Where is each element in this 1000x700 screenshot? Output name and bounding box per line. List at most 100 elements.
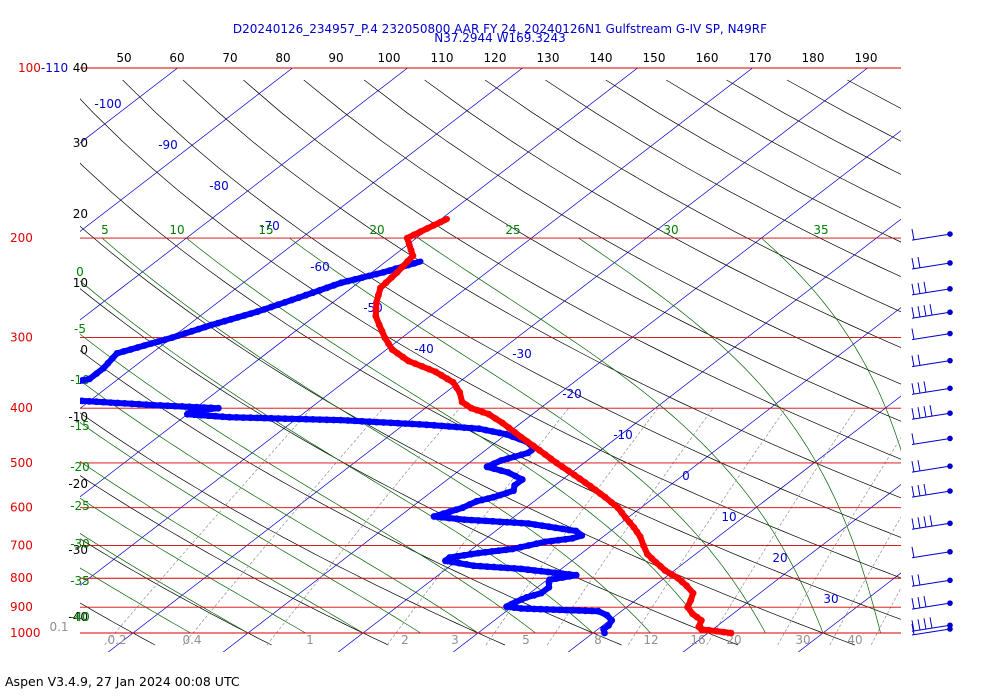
mixing-ratio-line xyxy=(182,407,384,646)
wind-barb-staff xyxy=(911,624,951,632)
dry-adiabat-line xyxy=(968,80,1000,645)
mixing-ratio-label: 0.1 xyxy=(49,620,68,634)
wind-barb-staff xyxy=(911,522,951,530)
temperature-point xyxy=(689,589,697,597)
dry-adiabat-label: -15 xyxy=(70,419,90,433)
top-scale-label: 120 xyxy=(484,51,507,65)
dewpoint-point xyxy=(473,498,480,505)
dewpoint-point xyxy=(475,425,483,433)
dewpoint-point xyxy=(386,267,393,274)
wind-barb-flag xyxy=(917,619,921,631)
dewpoint-point xyxy=(267,303,275,311)
temperature-point xyxy=(648,554,655,562)
dewpoint-point xyxy=(214,319,222,327)
dewpoint-point xyxy=(365,272,373,280)
dewpoint-point xyxy=(559,525,566,533)
dewpoint-point xyxy=(475,517,482,524)
wind-barb-staff xyxy=(911,387,951,395)
wind-barb-flag xyxy=(911,623,915,636)
mixing-ratio-line xyxy=(266,407,460,646)
wind-barb-flag xyxy=(917,306,921,318)
top-scale-label: 50 xyxy=(116,51,131,65)
wind-barb-staff xyxy=(911,628,951,636)
wind-barb-flag xyxy=(929,405,933,417)
temperature-point xyxy=(530,442,537,450)
dewpoint-point xyxy=(525,542,532,549)
dewpoint-point xyxy=(80,397,86,405)
mixing-ratio-label: 0.4 xyxy=(182,633,201,647)
pressure-label: 500 xyxy=(10,456,33,470)
dewpoint-point xyxy=(208,321,215,329)
temperature xyxy=(372,216,735,637)
dewpoint-point xyxy=(524,566,532,574)
dewpoint-point xyxy=(168,334,176,341)
dewpoint-point xyxy=(107,399,114,406)
dewpoint-point xyxy=(149,401,157,409)
dewpoint-point xyxy=(476,562,484,570)
temperature-point xyxy=(373,299,380,306)
dewpoint-point xyxy=(544,568,552,576)
dewpoint-point xyxy=(394,419,402,427)
dewpoint-point xyxy=(446,554,454,561)
dewpoint-point xyxy=(260,306,268,313)
wind-barb-flag xyxy=(923,483,927,496)
dewpoint-point xyxy=(482,517,490,525)
dewpoint-point xyxy=(401,420,409,427)
temperature-point xyxy=(684,603,691,611)
wind-barb-flag xyxy=(911,408,915,420)
temperature-point xyxy=(375,291,382,299)
dewpoint-point xyxy=(212,412,219,420)
isotherm-line xyxy=(567,395,901,652)
moist-adiabat-label: 30 xyxy=(663,223,678,237)
dewpoint-point xyxy=(59,381,66,388)
dewpoint-point xyxy=(605,622,612,629)
dewpoint-point xyxy=(113,350,121,357)
left-scale-label: 20 xyxy=(73,207,88,221)
temperature-point xyxy=(547,455,555,463)
dewpoint-point xyxy=(502,546,510,554)
dry-adiabat-line xyxy=(80,225,855,646)
temperature-point xyxy=(581,479,589,486)
mixing-ratio-line xyxy=(104,407,312,646)
temperature-point xyxy=(565,467,572,475)
mixing-ratio-line xyxy=(546,407,714,646)
temperature-point xyxy=(432,368,440,376)
temperature-point xyxy=(499,419,506,427)
temperature-point xyxy=(587,482,594,490)
dewpoint-point xyxy=(497,467,505,474)
pressure-label: 700 xyxy=(10,538,33,552)
dewpoint-point xyxy=(531,521,539,528)
temperature-point xyxy=(523,438,531,445)
isotherm-line xyxy=(80,68,754,586)
dewpoint-point xyxy=(543,606,551,613)
dewpoint-point xyxy=(497,457,505,464)
mixing-ratio-label: 20 xyxy=(726,633,741,647)
wind-barb-staff xyxy=(911,262,951,270)
dewpoint-point xyxy=(214,404,222,412)
mixing-ratio-label: 3 xyxy=(451,633,459,647)
dewpoint-point xyxy=(490,465,498,473)
dewpoint-point xyxy=(608,617,616,624)
dewpoint-point xyxy=(109,355,116,362)
dewpoint-trace xyxy=(80,258,615,636)
dewpoint-point xyxy=(100,364,107,372)
dewpoint-point xyxy=(503,518,511,526)
isotherm-line xyxy=(911,66,1000,654)
temperature-point xyxy=(404,257,411,265)
dry-adiabat-line xyxy=(80,538,272,646)
dewpoint-point xyxy=(57,396,64,403)
dewpoint-point xyxy=(510,519,518,526)
wind-barb xyxy=(911,281,953,296)
dewpoint-point xyxy=(467,550,475,558)
temperature-point xyxy=(456,388,464,396)
dewpoint-point xyxy=(552,524,559,532)
dewpoint-point xyxy=(530,605,538,613)
dewpoint-point xyxy=(550,606,557,613)
temperature-point xyxy=(479,408,487,416)
wind-barb-flag xyxy=(929,515,933,527)
isotherm-label: -40 xyxy=(414,342,434,356)
dewpoint-point xyxy=(198,411,205,419)
mixing-ratio-line xyxy=(829,516,901,646)
wind-barb-flag xyxy=(923,281,927,293)
